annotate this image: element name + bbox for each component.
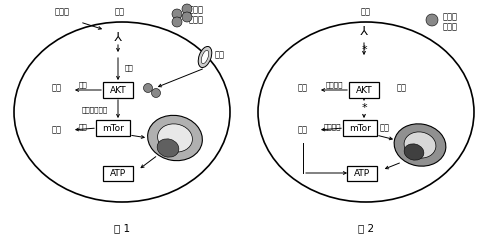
Text: 受体: 受体	[115, 8, 125, 17]
Text: 失活: 失活	[397, 84, 407, 93]
Text: 抑制: 抑制	[79, 124, 87, 130]
Text: 受体: 受体	[361, 8, 371, 17]
Text: AKT: AKT	[356, 86, 372, 95]
FancyBboxPatch shape	[96, 120, 130, 136]
Text: 解除抑制: 解除抑制	[323, 124, 341, 130]
Ellipse shape	[198, 46, 212, 68]
Circle shape	[426, 14, 438, 26]
Text: 自噬: 自噬	[298, 125, 308, 134]
Text: 细胞外: 细胞外	[443, 12, 458, 21]
Circle shape	[182, 12, 192, 22]
Text: *: *	[361, 103, 367, 113]
Circle shape	[151, 88, 161, 97]
FancyBboxPatch shape	[343, 120, 377, 136]
Circle shape	[143, 84, 152, 93]
Text: 激活中间产物: 激活中间产物	[82, 107, 108, 113]
FancyBboxPatch shape	[349, 82, 379, 98]
Text: 抑制: 抑制	[79, 82, 87, 88]
FancyBboxPatch shape	[347, 165, 377, 181]
Text: ATP: ATP	[110, 168, 126, 177]
Text: 失活: 失活	[380, 123, 390, 132]
Text: 图 2: 图 2	[358, 223, 374, 233]
Text: *: *	[361, 45, 367, 55]
Ellipse shape	[148, 115, 203, 161]
Ellipse shape	[404, 132, 436, 158]
Text: 激活: 激活	[125, 65, 134, 71]
Circle shape	[182, 4, 192, 14]
Text: 凋亡: 凋亡	[298, 84, 308, 93]
Text: Y: Y	[114, 26, 122, 40]
Text: ATP: ATP	[354, 168, 370, 177]
Text: Y: Y	[360, 21, 368, 35]
Text: AKT: AKT	[110, 86, 126, 95]
Text: 解除抑制: 解除抑制	[325, 82, 343, 88]
Text: 细胞外: 细胞外	[188, 6, 203, 15]
Text: 葡萄糖: 葡萄糖	[443, 23, 458, 32]
Text: 凋亡: 凋亡	[52, 84, 62, 93]
FancyBboxPatch shape	[103, 165, 133, 181]
Circle shape	[172, 9, 182, 19]
Text: 胰岛素: 胰岛素	[55, 8, 69, 17]
Ellipse shape	[404, 144, 424, 160]
Circle shape	[172, 17, 182, 27]
Text: mTor: mTor	[349, 123, 371, 132]
Ellipse shape	[202, 50, 209, 64]
Text: 葡萄糖: 葡萄糖	[188, 16, 203, 25]
Ellipse shape	[158, 124, 192, 152]
Ellipse shape	[394, 124, 446, 166]
Text: 图 1: 图 1	[114, 223, 130, 233]
Text: 载体: 载体	[215, 51, 225, 60]
Text: 自噬: 自噬	[52, 125, 62, 134]
Ellipse shape	[157, 139, 179, 157]
FancyBboxPatch shape	[103, 82, 133, 98]
Text: mTor: mTor	[102, 123, 124, 132]
